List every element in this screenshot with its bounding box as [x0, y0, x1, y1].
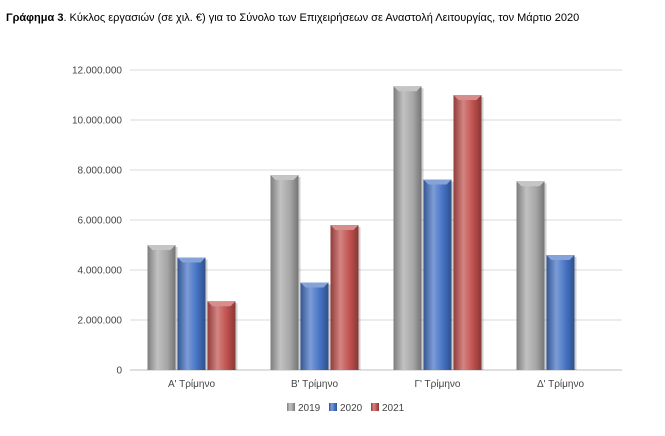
legend-label: 2021: [382, 403, 405, 414]
chart-title-text: . Κύκλος εργασιών (σε χιλ. €) για το Σύν…: [63, 12, 580, 24]
legend-swatch: [329, 403, 337, 411]
bar-2019: [147, 245, 178, 370]
y-tick-label: 0: [116, 366, 122, 377]
y-tick-label: 6.000.000: [78, 216, 123, 227]
y-tick-label: 8.000.000: [78, 166, 123, 177]
y-tick-label: 2.000.000: [78, 316, 123, 327]
x-axis: Α' Τρίμηνο Β' Τρίμηνο Γ' Τρίμηνο Δ' Τρίμηνο: [168, 378, 585, 390]
legend-item: 2019: [287, 403, 321, 414]
legend: 2019 2020 2021: [287, 403, 405, 414]
x-tick-label: Δ' Τρίμηνο: [537, 378, 585, 390]
bar-2021: [207, 301, 238, 370]
chart-title-prefix: Γράφημα 3: [6, 12, 64, 24]
bar-2020: [300, 282, 331, 370]
bar-2019: [516, 181, 547, 370]
x-tick-label: Α' Τρίμηνο: [168, 378, 216, 390]
bar-2019: [270, 175, 301, 370]
bar-2021: [453, 95, 484, 370]
bar-2020: [177, 257, 208, 370]
bar-2020: [546, 255, 577, 370]
legend-label: 2020: [340, 403, 363, 414]
legend-item: 2021: [371, 403, 405, 414]
legend-swatch: [287, 403, 295, 411]
y-tick-label: 12.000.000: [72, 66, 122, 77]
bar-2020: [423, 179, 454, 370]
bar-2019: [393, 86, 424, 370]
y-tick-label: 10.000.000: [72, 116, 122, 127]
legend-label: 2019: [298, 403, 321, 414]
x-tick-label: Γ' Τρίμηνο: [415, 378, 461, 390]
x-tick-label: Β' Τρίμηνο: [291, 378, 339, 390]
bar-2021: [330, 225, 361, 370]
bars: [147, 86, 577, 370]
y-tick-label: 4.000.000: [78, 266, 123, 277]
legend-item: 2020: [329, 403, 363, 414]
chart-title: Γράφημα 3. Κύκλος εργασιών (σε χιλ. €) γ…: [6, 12, 661, 24]
legend-swatch: [371, 403, 379, 411]
